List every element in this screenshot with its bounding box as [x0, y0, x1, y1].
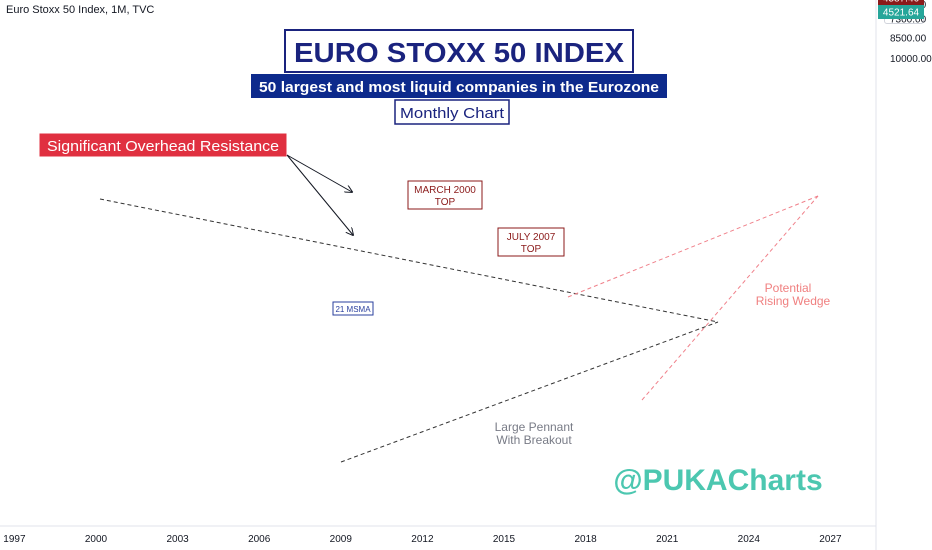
- period-box: [394, 99, 510, 125]
- x-tick-label: 2015: [493, 534, 516, 545]
- march-2000-label-line1: MARCH 2000: [414, 185, 476, 196]
- wedge-upper-line: [567, 195, 819, 298]
- x-tick-label: 2021: [656, 534, 679, 545]
- x-tick-label: 2018: [574, 534, 597, 545]
- price-label-box: [878, 0, 924, 6]
- pennant-upper-line: [99, 198, 719, 323]
- x-tick-label: 2006: [248, 534, 271, 545]
- july-2007-label-box: [497, 227, 565, 257]
- watermark: @PUKACharts: [613, 464, 822, 497]
- wedge-lower-line: [641, 195, 819, 401]
- y-tick-label: 7300.00: [890, 15, 927, 26]
- pennant-label-line2: With Breakout: [496, 433, 572, 447]
- wedge-label-line2: Rising Wedge: [756, 294, 831, 308]
- july-2007-label-line1: JULY 2007: [507, 232, 556, 243]
- july-2007-label-line2: TOP: [521, 244, 542, 255]
- price-label-box: [878, 5, 924, 20]
- chart-title: EURO STOXX 50 INDEX: [294, 37, 624, 68]
- march-2000-label-box: [407, 180, 483, 210]
- msma-label-box: [332, 301, 374, 316]
- chart-subtitle: 50 largest and most liquid companies in …: [259, 79, 659, 96]
- subtitle-box: [251, 74, 667, 98]
- resistance-annotation-text: Significant Overhead Resistance: [47, 138, 279, 155]
- price-label: 4521.64: [883, 8, 920, 19]
- march-2000-label-line2: TOP: [435, 197, 456, 208]
- x-tick-label: 2009: [330, 534, 353, 545]
- y-tick-label: 8500.00: [890, 34, 927, 45]
- pennant-label-line1: Large Pennant: [495, 420, 574, 434]
- wedge-label-line1: Potential: [765, 281, 812, 295]
- resistance-annotation-box: [38, 132, 288, 158]
- x-tick-label: 1997: [3, 534, 26, 545]
- y-tick-label: 10000.00: [890, 54, 932, 65]
- resistance-arrow-top: [286, 154, 352, 192]
- msma-label: 21 MSMA: [335, 305, 371, 314]
- time-axis[interactable]: 1997 2000 2003 2006 2009 2012 2015 2018 2021 2024…: [3, 534, 842, 545]
- symbol-header: Euro Stoxx 50 Index, 1M, TVC: [6, 4, 155, 16]
- resistance-arrow-bottom: [286, 154, 353, 235]
- chart-period: Monthly Chart: [400, 105, 505, 122]
- title-box: [284, 29, 634, 73]
- x-tick-label: 2024: [738, 534, 761, 545]
- x-tick-label: 2027: [819, 534, 842, 545]
- price-label: 4587.46: [883, 0, 920, 5]
- x-tick-label: 2003: [166, 534, 189, 545]
- x-tick-label: 2012: [411, 534, 434, 545]
- price-labels: 5534.454587.464521.64: [878, 0, 924, 20]
- x-tick-label: 2000: [85, 534, 108, 545]
